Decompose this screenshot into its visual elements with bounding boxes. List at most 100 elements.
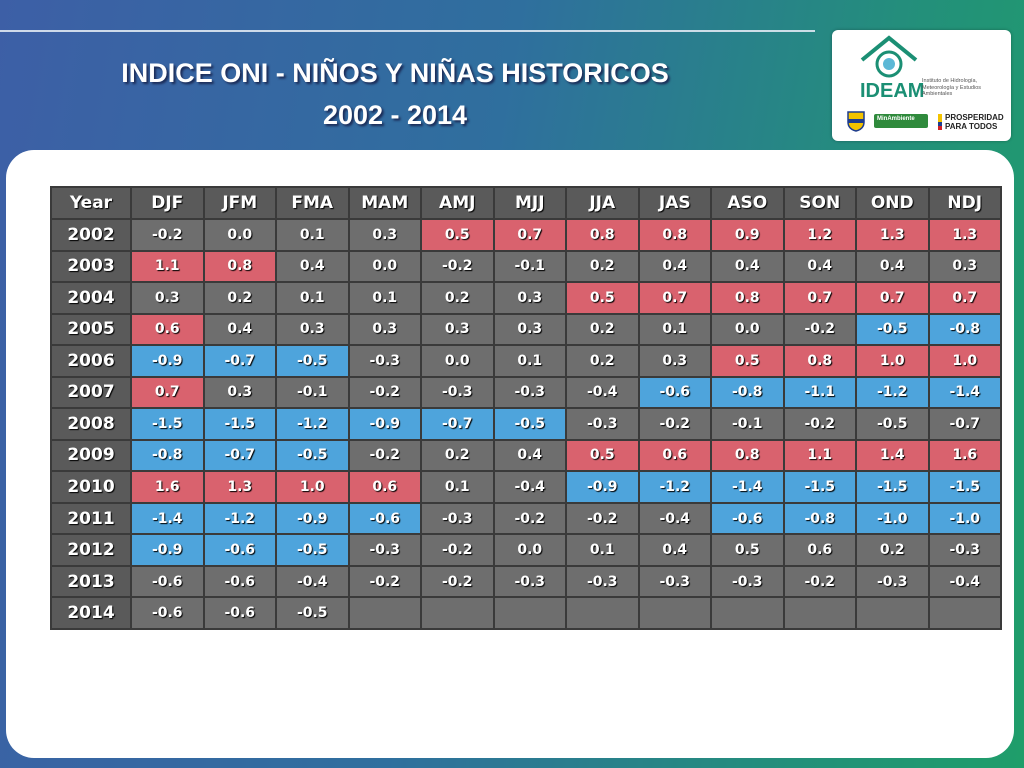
oni-value-cell: -0.8 bbox=[130, 438, 205, 473]
oni-value-cell: -0.7 bbox=[202, 438, 277, 473]
oni-value-cell: 0.4 bbox=[637, 533, 712, 567]
oni-value-cell: 0.0 bbox=[347, 249, 422, 284]
oni-value-cell: -0.2 bbox=[492, 501, 567, 536]
oni-value-cell: -0.6 bbox=[202, 533, 277, 567]
oni-value-cell: -0.3 bbox=[855, 564, 930, 599]
oni-value-cell: 0.4 bbox=[855, 249, 930, 284]
oni-value-cell: 0.3 bbox=[275, 312, 350, 347]
oni-value-cell: -0.5 bbox=[275, 533, 350, 567]
oni-value-cell: -0.3 bbox=[565, 407, 640, 441]
table-row: 2008 -1.5 -1.5 -1.2 -0.9 -0.7 -0.5 -0.3 -0.2 -0.1… bbox=[50, 407, 1002, 441]
table-header-row: Year DJF JFM FMA MAM AMJ MJJ JJA JAS ASO SON OND NDJ bbox=[50, 186, 1002, 220]
column-header-jja: JJA bbox=[565, 186, 640, 220]
oni-value-cell bbox=[710, 596, 785, 630]
page-subtitle-years: 2002 - 2014 bbox=[322, 100, 468, 130]
oni-value-cell: -0.1 bbox=[275, 375, 350, 410]
year-cell: 2009 bbox=[50, 438, 132, 473]
oni-value-cell: -0.2 bbox=[347, 375, 422, 410]
oni-value-cell: 1.1 bbox=[782, 438, 857, 473]
oni-value-cell: 1.2 bbox=[782, 218, 857, 252]
oni-value-cell: 0.7 bbox=[927, 281, 1002, 315]
oni-value-cell: -0.5 bbox=[492, 407, 567, 441]
oni-value-cell: 0.8 bbox=[782, 344, 857, 378]
oni-value-cell: 0.2 bbox=[420, 281, 495, 315]
oni-value-cell: -0.3 bbox=[927, 533, 1002, 567]
column-header-ndj: NDJ bbox=[927, 186, 1002, 220]
oni-value-cell bbox=[855, 596, 930, 630]
oni-value-cell: -1.2 bbox=[202, 501, 277, 536]
oni-value-cell: 0.0 bbox=[492, 533, 567, 567]
page-title: INDICE ONI - NIÑOS Y NIÑAS HISTORICOS bbox=[121, 58, 669, 88]
oni-value-cell: -0.3 bbox=[492, 375, 567, 410]
oni-value-cell: 0.6 bbox=[637, 438, 712, 473]
oni-value-cell bbox=[782, 596, 857, 630]
oni-value-cell: 0.2 bbox=[202, 281, 277, 315]
table-row: 2007 0.7 0.3 -0.1 -0.2 -0.3 -0.3 -0.4 -0.6 -0.8 -1… bbox=[50, 375, 1002, 410]
oni-value-cell: 0.1 bbox=[275, 218, 350, 252]
prosperidad-logo: PROSPERIDAD PARA TODOS bbox=[938, 112, 1004, 132]
column-header-jfm: JFM bbox=[202, 186, 277, 220]
oni-value-cell: 0.2 bbox=[565, 249, 640, 284]
table-row: 2010 1.6 1.3 1.0 0.6 0.1 -0.4 -0.9 -1.2 -1.4 -1.5-… bbox=[50, 470, 1002, 504]
oni-value-cell: -1.4 bbox=[927, 375, 1002, 410]
oni-value-cell: -0.2 bbox=[782, 407, 857, 441]
prosperidad-text: PROSPERIDAD PARA TODOS bbox=[945, 113, 1004, 131]
oni-value-cell: -0.1 bbox=[492, 249, 567, 284]
year-cell: 2011 bbox=[50, 501, 132, 536]
oni-value-cell: 0.3 bbox=[492, 312, 567, 347]
oni-value-cell: -0.4 bbox=[275, 564, 350, 599]
oni-value-cell: -0.9 bbox=[130, 533, 205, 567]
oni-value-cell: -0.6 bbox=[202, 596, 277, 630]
oni-value-cell: -0.2 bbox=[130, 218, 205, 252]
oni-value-cell: -1.0 bbox=[855, 501, 930, 536]
oni-value-cell: 0.1 bbox=[492, 344, 567, 378]
column-header-ond: OND bbox=[855, 186, 930, 220]
oni-value-cell bbox=[637, 596, 712, 630]
oni-value-cell: -0.9 bbox=[565, 470, 640, 504]
table-row: 2012 -0.9 -0.6 -0.5 -0.3 -0.2 0.0 0.1 0.4 0.5 0.6 0… bbox=[50, 533, 1002, 567]
oni-value-cell: -1.5 bbox=[202, 407, 277, 441]
oni-value-cell: -1.2 bbox=[637, 470, 712, 504]
oni-value-cell: 0.6 bbox=[130, 312, 205, 347]
oni-value-cell: 0.4 bbox=[202, 312, 277, 347]
oni-value-cell: -0.3 bbox=[420, 501, 495, 536]
oni-value-cell: -0.5 bbox=[275, 438, 350, 473]
oni-value-cell: 0.2 bbox=[565, 344, 640, 378]
oni-value-cell: 0.7 bbox=[637, 281, 712, 315]
oni-value-cell bbox=[565, 596, 640, 630]
column-header-mjj: MJJ bbox=[492, 186, 567, 220]
year-cell: 2012 bbox=[50, 533, 132, 567]
oni-value-cell: 0.1 bbox=[347, 281, 422, 315]
oni-value-cell: -0.6 bbox=[130, 596, 205, 630]
oni-value-cell: -1.5 bbox=[130, 407, 205, 441]
oni-value-cell: 1.3 bbox=[927, 218, 1002, 252]
table-row: 2011 -1.4 -1.2 -0.9 -0.6 -0.3 -0.2 -0.2 -0.4 -0.6… bbox=[50, 501, 1002, 536]
oni-value-cell: -0.3 bbox=[710, 564, 785, 599]
oni-value-cell: 0.0 bbox=[420, 344, 495, 378]
oni-value-cell bbox=[347, 596, 422, 630]
table-body: 2002 -0.2 0.0 0.1 0.3 0.5 0.7 0.8 0.8 0.9 1.2 1.3 1.… bbox=[50, 218, 1002, 630]
table-row: 2009 -0.8 -0.7 -0.5 -0.2 0.2 0.4 0.5 0.6 0.8 1.1 1.… bbox=[50, 438, 1002, 473]
oni-value-cell: -0.2 bbox=[347, 564, 422, 599]
oni-value-cell: -0.3 bbox=[492, 564, 567, 599]
oni-value-cell: -0.2 bbox=[347, 438, 422, 473]
oni-value-cell: -1.1 bbox=[782, 375, 857, 410]
oni-value-cell: 0.2 bbox=[565, 312, 640, 347]
oni-value-cell: -0.5 bbox=[275, 596, 350, 630]
oni-value-cell: 0.3 bbox=[202, 375, 277, 410]
oni-value-cell: -0.2 bbox=[782, 312, 857, 347]
oni-value-cell: -0.6 bbox=[130, 564, 205, 599]
ideam-logo-panel: IDEAM Instituto de Hidrología, Meteorolo… bbox=[832, 30, 1011, 141]
oni-value-cell: 1.6 bbox=[130, 470, 205, 504]
oni-value-cell: -1.4 bbox=[130, 501, 205, 536]
oni-value-cell: -1.5 bbox=[927, 470, 1002, 504]
oni-value-cell: -0.1 bbox=[710, 407, 785, 441]
oni-value-cell: -0.2 bbox=[420, 249, 495, 284]
oni-value-cell: -0.3 bbox=[347, 533, 422, 567]
column-header-mam: MAM bbox=[347, 186, 422, 220]
oni-value-cell: 0.1 bbox=[420, 470, 495, 504]
oni-value-cell: 0.8 bbox=[202, 249, 277, 284]
oni-value-cell: 1.0 bbox=[855, 344, 930, 378]
flag-stripe bbox=[938, 114, 942, 130]
oni-value-cell: 1.3 bbox=[202, 470, 277, 504]
